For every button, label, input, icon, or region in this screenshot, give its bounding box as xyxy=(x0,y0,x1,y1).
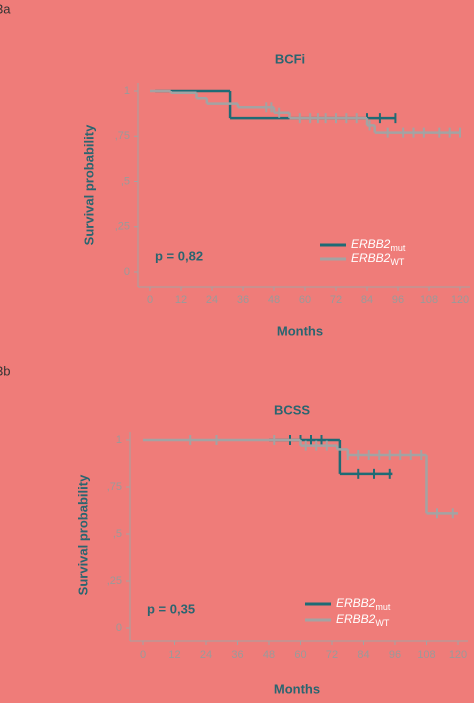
legend-label: ERBB2WT xyxy=(351,251,405,267)
legend-name: ERBB2 xyxy=(351,251,391,265)
chart-title: BCFi xyxy=(275,51,305,66)
legend-name: ERBB2 xyxy=(336,596,376,610)
chart-title: BCSS xyxy=(274,402,310,417)
x-tick-label: 72 xyxy=(330,294,342,306)
legend-label: ERBB2WT xyxy=(336,612,390,628)
legend-name: ERBB2 xyxy=(351,237,391,251)
x-tick-label: 84 xyxy=(357,649,369,661)
x-tick-label: 60 xyxy=(299,294,311,306)
panel-label: 3a xyxy=(0,1,11,16)
p-value: p = 0,35 xyxy=(147,601,195,616)
y-tick-label: ,5 xyxy=(121,175,130,187)
y-axis-label: Survival probability xyxy=(81,124,96,245)
x-tick-label: 24 xyxy=(206,294,218,306)
y-tick-label: ,25 xyxy=(115,221,130,233)
legend-subscript: WT xyxy=(390,257,404,267)
legend-subscript: WT xyxy=(375,618,389,628)
y-tick-label: ,75 xyxy=(115,130,130,142)
km-curve xyxy=(155,89,396,120)
x-axis-label: Months xyxy=(277,323,323,338)
legend-label: ERBB2mut xyxy=(351,237,406,253)
x-tick-label: 96 xyxy=(392,294,404,306)
y-axis-label: Survival probability xyxy=(75,474,90,595)
y-tick-label: ,5 xyxy=(113,528,122,540)
x-tick-label: 84 xyxy=(361,294,373,306)
x-tick-label: 12 xyxy=(168,649,180,661)
legend-name: ERBB2 xyxy=(336,612,376,626)
y-tick-label: 1 xyxy=(124,85,130,97)
y-tick-label: 1 xyxy=(116,434,122,446)
x-tick-label: 96 xyxy=(389,649,401,661)
y-tick-label: ,25 xyxy=(107,575,122,587)
x-tick-label: 36 xyxy=(231,649,243,661)
x-tick-label: 48 xyxy=(268,294,280,306)
y-tick-label: ,75 xyxy=(107,481,122,493)
x-tick-label: 60 xyxy=(294,649,306,661)
p-value: p = 0,82 xyxy=(155,248,203,263)
x-axis-label: Months xyxy=(274,681,320,696)
x-tick-label: 0 xyxy=(140,649,146,661)
panel-label: 3b xyxy=(0,363,10,378)
y-tick-label: 0 xyxy=(116,622,122,634)
x-tick-label: 72 xyxy=(326,649,338,661)
x-tick-label: 120 xyxy=(451,294,469,306)
x-tick-label: 36 xyxy=(237,294,249,306)
legend-label: ERBB2mut xyxy=(336,596,391,612)
x-tick-label: 0 xyxy=(147,294,153,306)
x-tick-label: 108 xyxy=(420,294,438,306)
y-tick-label: 0 xyxy=(124,266,130,278)
km-curve xyxy=(150,89,460,134)
legend-subscript: mut xyxy=(375,602,391,612)
x-tick-label: 108 xyxy=(417,649,435,661)
x-tick-label: 48 xyxy=(263,649,275,661)
x-tick-label: 12 xyxy=(175,294,187,306)
legend-subscript: mut xyxy=(390,243,406,253)
x-tick-label: 120 xyxy=(449,649,467,661)
x-tick-label: 24 xyxy=(200,649,212,661)
